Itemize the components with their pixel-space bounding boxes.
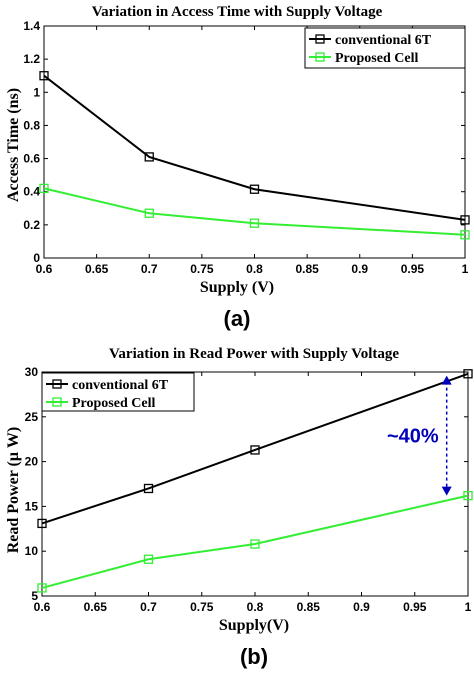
chart-b-ylabel: Read Power (μ W) [5, 427, 22, 554]
chart-a-title: Variation in Access Time with Supply Vol… [92, 4, 383, 20]
chart-a-series-1-point [249, 218, 260, 228]
chart-b-legend-marker-1 [52, 397, 62, 407]
chart-a-series-1-point [460, 230, 470, 240]
chart-a-legend-label-1: Proposed Cell [335, 51, 418, 66]
chart-a-x-tick-label: 0.7 [141, 262, 158, 276]
chart-a-xlabel: Supply (V) [200, 279, 274, 296]
chart-a-y-tick-label: 0 [33, 251, 40, 265]
chart-b-y-tick-label: 15 [25, 499, 39, 513]
chart-b-x-tick-label: 0.95 [403, 600, 427, 614]
chart-a-x-tick-label: 0.65 [85, 262, 109, 276]
chart-b-legend-marker-0 [52, 379, 62, 389]
chart-b-series-line-1 [41, 494, 469, 589]
chart-b-x-tick-label: 0.9 [353, 600, 370, 614]
chart-b-y-tick-label: 5 [31, 589, 38, 603]
chart-b-series-1-point [37, 583, 47, 593]
chart-a-x-tick-label: 0.9 [351, 262, 368, 276]
chart-a-y-tick-label: 1.4 [23, 19, 40, 33]
chart-b-y-tick-label: 30 [25, 365, 39, 379]
chart-b-annotation-arrowhead-down [441, 486, 452, 496]
chart-a-x-tick-label: 0.8 [246, 262, 263, 276]
chart-b-legend-label-0: conventional 6T [72, 378, 169, 393]
chart-a-y-tick-label: 0.6 [23, 152, 40, 166]
chart-read-power: Variation in Read Power with Supply Volt… [5, 346, 473, 669]
chart-a-series-1-point [144, 208, 154, 218]
chart-b-title: Variation in Read Power with Supply Volt… [109, 346, 399, 362]
chart-b-x-tick-label: 0.7 [140, 600, 157, 614]
chart-b-x-tick-label: 0.65 [84, 600, 108, 614]
chart-a-legend [304, 27, 466, 69]
chart-b-legend-label-1: Proposed Cell [72, 396, 155, 411]
chart-a-x-tick-label: 0.85 [295, 262, 319, 276]
chart-a-x-tick-label: 0.6 [36, 262, 53, 276]
chart-a-y-tick-label: 1 [33, 85, 40, 99]
chart-access-time: Variation in Access Time with Supply Vol… [5, 4, 470, 331]
chart-b-x-tick-label: 0.75 [190, 600, 214, 614]
chart-a-panel-label: (a) [224, 306, 251, 331]
chart-a-series-line-1 [43, 187, 466, 236]
chart-b-x-tick-label: 1 [465, 600, 472, 614]
chart-a-series-0-point [144, 152, 154, 162]
chart-b-series-line-0 [41, 372, 469, 525]
chart-b-series-1-point [463, 490, 473, 501]
chart-a-x-tick-label: 0.75 [190, 262, 214, 276]
chart-b-y-tick-label: 10 [25, 544, 39, 558]
chart-b-series-0-point [250, 445, 260, 455]
chart-a-series-0-point [39, 71, 49, 81]
chart-b-series-1-point [143, 554, 154, 564]
chart-b-series-0-point [143, 483, 154, 494]
chart-a-series-1-point [39, 183, 49, 194]
chart-a-series-0-point [460, 215, 470, 225]
chart-b-x-tick-label: 0.85 [297, 600, 321, 614]
chart-b-x-tick-label: 0.8 [247, 600, 264, 614]
chart-a-y-tick-label: 0.8 [23, 118, 40, 132]
chart-a-x-tick-label: 1 [462, 262, 469, 276]
chart-b-annotation-arrowhead-up [441, 375, 452, 385]
chart-b-y-tick-label: 20 [25, 455, 39, 469]
chart-a-y-tick-label: 0.2 [23, 218, 40, 232]
chart-a-series-line-0 [43, 74, 466, 221]
chart-b-legend [41, 372, 195, 412]
chart-b-series-1-point [250, 539, 260, 549]
chart-a-y-tick-label: 0.4 [23, 185, 40, 199]
chart-a-legend-marker-1 [315, 52, 325, 62]
chart-a-legend-marker-0 [315, 34, 325, 44]
chart-a-ylabel: Access Time (ns) [5, 88, 22, 202]
chart-a-series-0-point [249, 184, 260, 194]
chart-a-y-tick-label: 1.2 [23, 52, 40, 66]
chart-b-series-0-point [463, 369, 473, 379]
chart-b-xlabel: Supply(V) [219, 617, 289, 634]
chart-b-x-tick-label: 0.6 [34, 600, 51, 614]
chart-a-x-tick-label: 0.95 [401, 262, 425, 276]
chart-b-panel-label: (b) [240, 644, 268, 669]
chart-b-series-0-point [37, 518, 47, 529]
chart-b-annotation-label: ~40% [387, 426, 439, 448]
chart-a-legend-label-0: conventional 6T [335, 33, 432, 48]
chart-b-y-tick-label: 25 [25, 410, 39, 424]
